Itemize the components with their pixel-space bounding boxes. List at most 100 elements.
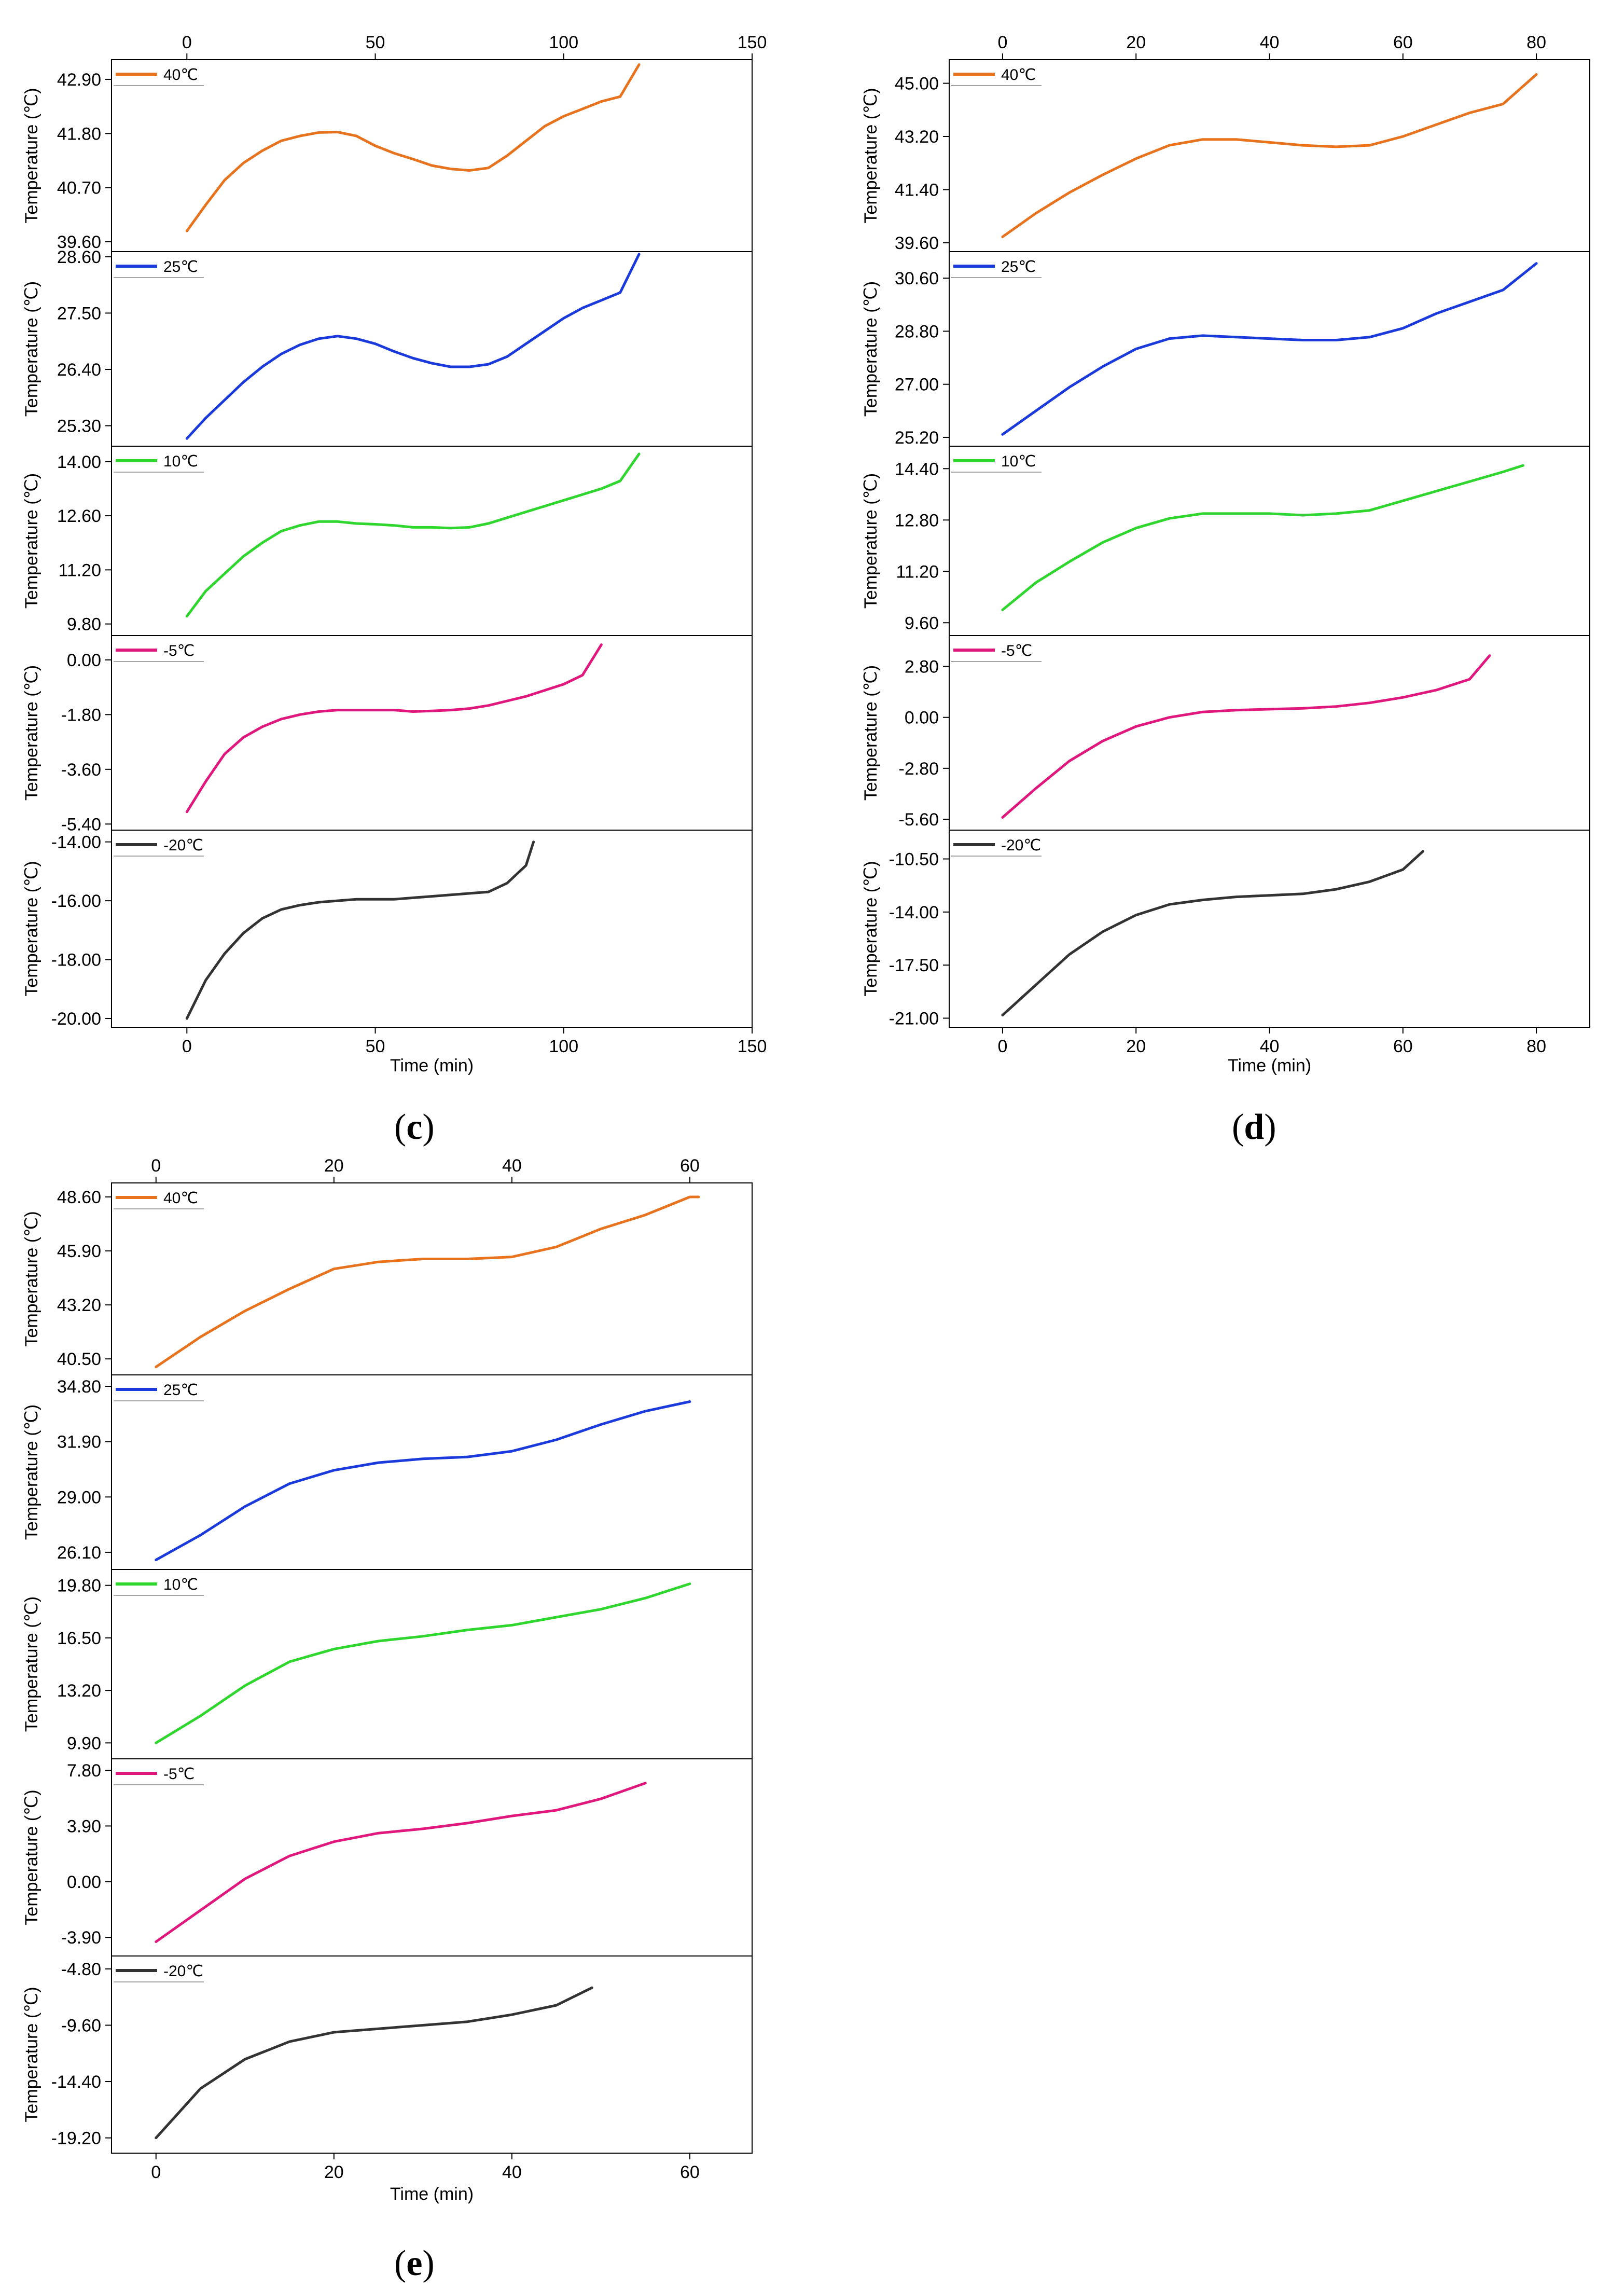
y-tick-label: 13.20 <box>57 1681 101 1701</box>
y-axis-title: Temperature (℃) <box>22 88 41 223</box>
legend-label: 40℃ <box>1001 66 1036 84</box>
subplot--20℃: -21.00 -17.50 -14.00 -10.50 Temperature (℃) -… <box>861 830 1590 1028</box>
y-axis-title: Temperature (℃) <box>861 281 881 417</box>
x-tick-label: 20 <box>1126 1037 1146 1056</box>
top-x-tick-label: 80 <box>1526 33 1546 52</box>
y-tick-label: 40.50 <box>57 1349 101 1369</box>
y-tick-label: 26.40 <box>57 360 101 380</box>
subplot-10℃: 9.90 13.20 16.50 19.80 Temperature (℃) 10℃ <box>22 1569 753 1759</box>
series-line <box>155 1195 700 1369</box>
y-tick-label: 26.10 <box>57 1543 101 1563</box>
y-tick-label: 42.90 <box>57 70 101 90</box>
legend-label: 40℃ <box>163 66 198 84</box>
subplot-frame <box>949 59 1590 252</box>
subplot--5℃: -5.60 -2.80 0.00 2.80 Temperature (℃) -5℃ <box>861 635 1590 831</box>
y-tick-label: -14.40 <box>51 2072 101 2092</box>
subplot-25℃: 26.10 29.00 31.90 34.80 Temperature (℃) 25℃ <box>22 1374 753 1570</box>
y-tick-label: 11.20 <box>58 560 101 580</box>
y-axis-title: Temperature (℃) <box>22 1404 41 1540</box>
x-tick-label: 20 <box>324 2162 344 2182</box>
y-tick-label: -3.90 <box>61 1928 102 1948</box>
y-tick-label: 7.80 <box>67 1761 101 1781</box>
y-tick-label: 14.00 <box>57 452 101 472</box>
y-tick-label: -14.00 <box>51 833 101 852</box>
y-tick-label: 31.90 <box>57 1432 101 1452</box>
series-line <box>185 253 641 440</box>
subplot-frame <box>949 830 1590 1028</box>
series-line <box>155 1582 691 1744</box>
subplot-10℃: 9.60 11.20 12.80 14.40 Temperature (℃) 10℃ <box>861 446 1590 636</box>
x-tick-label: 80 <box>1526 1037 1546 1056</box>
panel-label: (e) <box>394 2243 435 2283</box>
subplot-frame <box>949 251 1590 447</box>
x-tick-label: 40 <box>1260 1037 1280 1056</box>
legend-label: 25℃ <box>1001 258 1036 275</box>
legend-label: 40℃ <box>163 1190 198 1207</box>
subplot-frame <box>111 59 753 252</box>
y-tick-label: 12.60 <box>57 506 101 526</box>
y-tick-label: 2.80 <box>905 657 939 677</box>
x-axis-title: Time (min) <box>390 2184 474 2204</box>
top-x-tick-label: 20 <box>1126 33 1146 52</box>
series-line <box>185 841 535 1020</box>
x-axis-title: Time (min) <box>390 1056 474 1076</box>
y-tick-label: 28.60 <box>57 247 101 267</box>
y-axis-title: Temperature (℃) <box>22 473 41 609</box>
legend-label: -5℃ <box>163 642 195 659</box>
y-tick-label: 0.00 <box>67 651 101 670</box>
x-tick-label: 50 <box>366 1037 385 1056</box>
y-axis-title: Temperature (℃) <box>861 665 881 801</box>
legend-label: 10℃ <box>1001 453 1036 470</box>
subplot-frame <box>111 1758 753 1957</box>
y-tick-label: 14.40 <box>895 459 939 479</box>
y-axis-title: Temperature (℃) <box>22 665 41 801</box>
y-tick-label: -5.60 <box>899 810 939 830</box>
y-tick-label: 45.00 <box>895 74 939 94</box>
y-axis-title: Temperature (℃) <box>861 88 881 223</box>
y-tick-label: -10.50 <box>889 850 939 870</box>
legend-label: -5℃ <box>163 1766 195 1783</box>
x-tick-label: 40 <box>502 2162 522 2182</box>
x-tick-label: 0 <box>997 1037 1007 1056</box>
series-line <box>185 452 641 618</box>
y-tick-label: 39.60 <box>895 233 939 253</box>
subplot--5℃: -3.90 0.00 3.90 7.80 Temperature (℃) -5℃ <box>22 1758 753 1957</box>
subplot-25℃: 25.30 26.40 27.50 28.60 Temperature (℃) 25℃ <box>22 247 753 447</box>
y-tick-label: 30.60 <box>895 269 939 288</box>
top-x-tick-label: 20 <box>324 1156 344 1176</box>
subplot-frame <box>111 1569 753 1759</box>
legend-label: 25℃ <box>163 258 198 275</box>
y-tick-label: -3.60 <box>61 760 102 780</box>
top-x-tick-label: 60 <box>680 1156 700 1176</box>
legend-label: 10℃ <box>163 1576 198 1593</box>
x-axis-title: Time (min) <box>1228 1056 1311 1076</box>
subplot-frame <box>949 635 1590 831</box>
y-tick-label: -9.60 <box>61 2016 102 2035</box>
y-tick-label: 3.90 <box>67 1816 101 1836</box>
top-x-tick-label: 40 <box>502 1156 522 1176</box>
y-tick-label: 41.80 <box>57 124 101 144</box>
y-tick-label: 27.00 <box>895 375 939 395</box>
y-tick-label: 25.20 <box>895 428 939 448</box>
subplot-frame <box>111 635 753 831</box>
y-tick-label: 34.80 <box>57 1377 101 1397</box>
y-tick-label: 9.90 <box>67 1733 101 1753</box>
y-tick-label: 41.40 <box>895 180 939 200</box>
y-axis-title: Temperature (℃) <box>22 1987 41 2122</box>
y-tick-label: 0.00 <box>67 1872 101 1892</box>
y-tick-label: 12.80 <box>895 511 939 530</box>
y-tick-label: -5.40 <box>61 815 102 834</box>
x-tick-label: 100 <box>549 1037 578 1056</box>
legend-label: -20℃ <box>163 837 203 854</box>
y-tick-label: -20.00 <box>51 1009 101 1029</box>
subplot-frame <box>111 830 753 1028</box>
y-tick-label: 27.50 <box>57 304 101 323</box>
subplot--20℃: -19.20 -14.40 -9.60 -4.80 Temperature (℃) -20… <box>22 1955 753 2154</box>
top-x-tick-label: 40 <box>1260 33 1280 52</box>
series-line <box>1001 262 1538 436</box>
subplot-frame <box>111 1955 753 2154</box>
subplot--5℃: -5.40 -3.60 -1.80 0.00 Temperature (℃) -5℃ <box>22 635 753 834</box>
subplot-10℃: 9.80 11.20 12.60 14.00 Temperature (℃) 10℃ <box>22 446 753 636</box>
subplot-frame <box>111 446 753 636</box>
subplot-frame <box>111 1374 753 1570</box>
